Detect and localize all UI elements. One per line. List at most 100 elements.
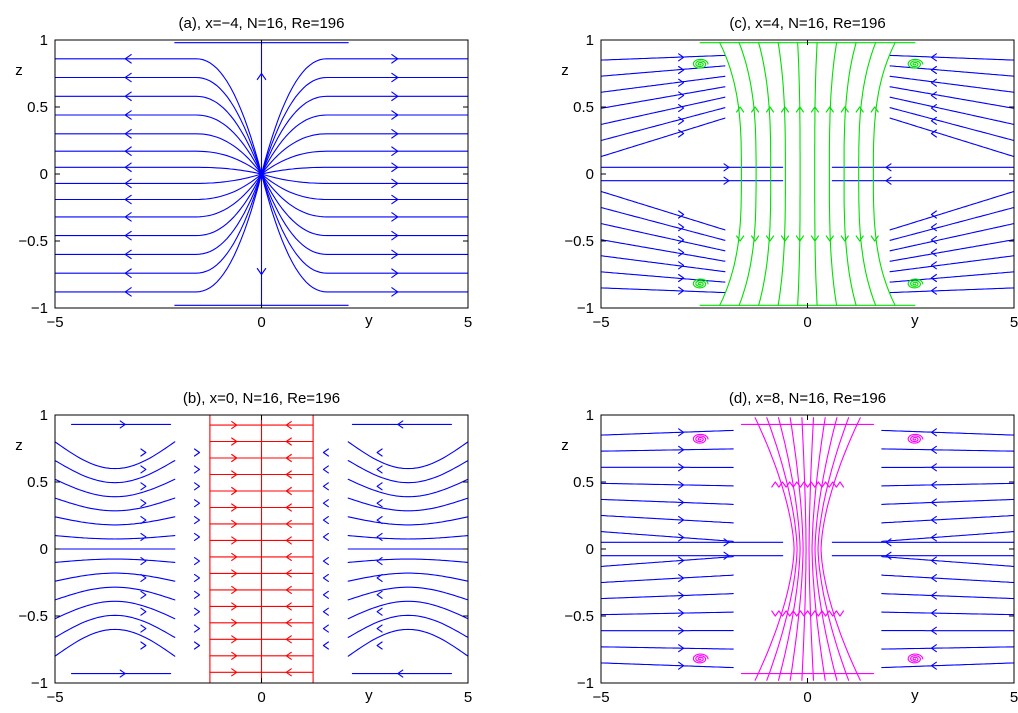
direction-arrow [124, 54, 132, 64]
direction-arrow [193, 557, 201, 566]
direction-arrow [885, 176, 892, 185]
direction-arrow [792, 610, 801, 617]
streamline [601, 611, 734, 616]
direction-arrow [678, 104, 685, 113]
streamline [601, 429, 734, 436]
direction-arrow [285, 651, 292, 660]
vortex-spiral [907, 278, 924, 289]
core-streamline [789, 417, 804, 681]
streamline [260, 76, 468, 175]
direction-arrow [751, 235, 760, 242]
direction-arrow [825, 235, 834, 242]
streamline [601, 117, 726, 158]
direction-arrow [391, 287, 399, 297]
vortex-spiral [907, 58, 924, 69]
streamline [889, 223, 1014, 252]
direction-arrow [285, 486, 292, 496]
direction-arrow [140, 607, 147, 616]
core-streamline [754, 417, 795, 681]
direction-arrow [930, 644, 937, 653]
streamline [55, 441, 176, 470]
direction-arrow [140, 641, 147, 650]
streamline [55, 95, 263, 175]
streamline [601, 482, 734, 487]
direction-arrow [810, 106, 819, 113]
panel-title: (a), x=−4, N=16, Re=196 [179, 15, 345, 32]
y-tick-label: 1 [586, 32, 594, 49]
direction-arrow [231, 651, 238, 660]
direction-arrow [870, 235, 879, 242]
streamline [601, 498, 734, 505]
direction-arrow [723, 538, 730, 547]
vortex-spiral [692, 278, 709, 289]
direction-arrow [723, 163, 730, 172]
direction-arrow [391, 162, 399, 173]
direction-arrow [140, 624, 147, 633]
streamline [347, 572, 468, 582]
axes-frame [600, 39, 1015, 309]
direction-arrow [285, 635, 292, 644]
direction-arrow [119, 420, 126, 429]
direction-arrow [930, 261, 937, 270]
core-streamline [766, 417, 798, 681]
core-streamline [872, 42, 896, 306]
direction-arrow [376, 573, 383, 582]
streamline [601, 556, 734, 567]
vortex-spiral [692, 653, 709, 664]
direction-arrow [814, 481, 823, 488]
streamline [260, 166, 468, 175]
direction-arrow [771, 481, 780, 488]
direction-arrow [930, 78, 937, 87]
direction-arrow [124, 194, 132, 205]
direction-arrow [678, 223, 685, 232]
direction-arrow [376, 448, 383, 457]
streamline [889, 239, 1014, 262]
streamline [601, 107, 726, 142]
streamline [260, 58, 468, 175]
x-tick-label: 5 [464, 689, 472, 706]
direction-arrow [256, 72, 267, 81]
direction-arrow [124, 249, 132, 260]
core-streamline [719, 42, 742, 306]
direction-arrow [930, 210, 937, 219]
streamline [55, 478, 176, 498]
direction-arrow [930, 463, 937, 472]
direction-arrow [193, 641, 201, 650]
streamline [55, 600, 176, 620]
direction-arrow [391, 178, 399, 189]
direction-arrow [930, 661, 937, 670]
streamline [601, 86, 726, 109]
direction-arrow [799, 481, 809, 488]
streamline [881, 611, 1014, 616]
streamline [260, 173, 468, 237]
y-tick-label: 0.5 [573, 99, 594, 116]
streamline [347, 478, 468, 498]
streamline [881, 593, 1014, 600]
streamline [55, 76, 263, 175]
streamline [260, 150, 468, 175]
direction-arrow [193, 448, 201, 457]
streamline [260, 173, 468, 274]
streamline [881, 429, 1014, 436]
y-tick-label: 0.5 [27, 474, 48, 491]
streamline [55, 535, 176, 540]
direction-arrow [391, 230, 399, 241]
streamline [881, 531, 1014, 542]
y-tick-label: −1 [31, 675, 48, 692]
direction-arrow [780, 235, 790, 242]
panel-0: (a), x=−4, N=16, Re=196 −5 0 5 1 0.5 0 −0.5 −1 y z [15, 15, 472, 331]
direction-arrow [678, 556, 685, 565]
direction-arrow [322, 465, 329, 474]
direction-arrow [124, 91, 132, 102]
streamline [881, 556, 1014, 567]
streamline [601, 271, 726, 283]
direction-arrow [193, 465, 201, 474]
direction-arrow [723, 176, 730, 185]
direction-arrow [285, 437, 292, 446]
streamline [260, 173, 468, 255]
streamline [55, 133, 263, 175]
direction-arrow [930, 223, 937, 232]
direction-arrow [193, 590, 201, 599]
streamline [881, 448, 1014, 452]
direction-arrow [285, 536, 292, 545]
